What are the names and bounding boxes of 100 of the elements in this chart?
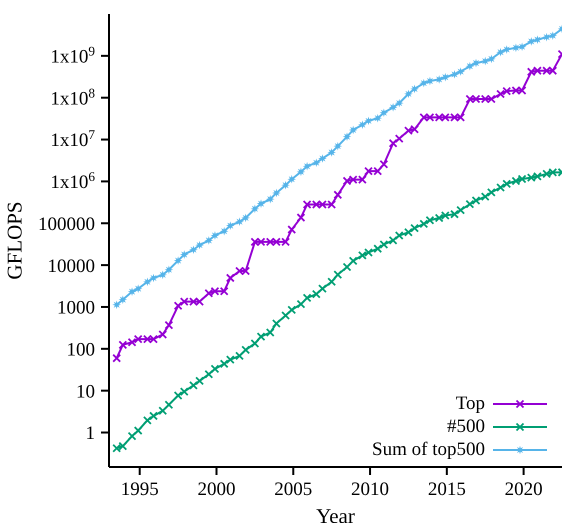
x-axis-title: Year	[316, 504, 355, 523]
point	[364, 116, 373, 126]
y-tick-label: 1000	[57, 298, 95, 319]
point	[358, 120, 367, 130]
point	[189, 380, 198, 390]
point	[394, 134, 404, 144]
point	[235, 217, 244, 226]
point	[518, 42, 526, 52]
point	[394, 98, 404, 108]
point	[496, 48, 505, 57]
point	[158, 330, 168, 339]
point	[302, 162, 312, 171]
point	[394, 231, 404, 240]
point	[164, 265, 174, 274]
point	[281, 180, 290, 190]
point	[512, 43, 520, 52]
point	[327, 277, 336, 286]
point	[318, 154, 327, 163]
point	[334, 142, 342, 150]
point	[143, 278, 152, 286]
legend-label: Sum of top500	[372, 438, 485, 461]
point	[210, 231, 220, 240]
point	[487, 54, 496, 64]
point	[302, 294, 312, 302]
point	[388, 138, 398, 148]
point	[226, 274, 235, 282]
point	[287, 174, 296, 184]
point	[480, 192, 490, 202]
point	[410, 224, 419, 233]
point	[256, 332, 266, 341]
point	[210, 364, 220, 374]
point	[149, 412, 158, 420]
point	[128, 287, 136, 296]
point	[226, 355, 235, 364]
y-tick-label: 100	[66, 339, 95, 360]
point	[342, 262, 352, 272]
y-tick-label: 10000	[48, 256, 95, 277]
x-tick-label: 2020	[504, 479, 543, 500]
point	[241, 214, 250, 222]
point	[466, 62, 474, 70]
point	[342, 132, 352, 141]
point	[542, 32, 551, 42]
point	[380, 108, 388, 118]
x-tick-label: 2010	[351, 479, 390, 500]
point	[272, 188, 281, 198]
point	[174, 301, 182, 310]
point	[195, 240, 204, 250]
point	[134, 284, 142, 293]
point	[142, 416, 152, 425]
point	[220, 359, 229, 368]
point	[158, 270, 168, 280]
point	[256, 199, 266, 208]
point	[149, 274, 158, 282]
y-tick-label: 10	[76, 381, 95, 402]
point	[180, 250, 189, 259]
point	[419, 78, 428, 88]
point	[266, 194, 275, 204]
y-axis-title: GFLOPS	[2, 201, 26, 280]
y-tick-label: 1x10$^{6}$	[50, 168, 96, 194]
point	[404, 228, 413, 237]
point	[180, 387, 189, 396]
point	[250, 204, 260, 214]
point	[118, 295, 128, 304]
point	[226, 221, 235, 230]
point	[410, 84, 419, 94]
point	[266, 328, 275, 337]
point	[174, 391, 182, 400]
point	[195, 376, 204, 386]
point	[204, 236, 214, 245]
point	[327, 148, 336, 157]
x-tick-label: 2000	[197, 479, 236, 500]
point	[287, 225, 296, 234]
point	[128, 432, 136, 440]
point	[250, 339, 260, 348]
point	[450, 70, 459, 79]
point	[379, 160, 388, 169]
point	[440, 72, 450, 82]
point	[158, 406, 168, 416]
point	[235, 351, 244, 360]
point	[189, 245, 198, 254]
point	[164, 320, 174, 330]
point	[388, 103, 398, 112]
point	[456, 67, 465, 76]
point	[287, 306, 296, 314]
point	[318, 284, 327, 294]
y-tick-label: 1x10$^{9}$	[50, 43, 96, 68]
point	[296, 213, 306, 222]
point	[480, 56, 490, 66]
x-tick-label: 2005	[274, 479, 312, 500]
point	[472, 58, 480, 68]
point	[456, 206, 466, 214]
point	[272, 319, 281, 328]
point	[348, 126, 358, 134]
point	[333, 190, 342, 200]
point	[388, 236, 398, 245]
y-tick-label: 100000	[38, 214, 95, 235]
point	[134, 426, 143, 435]
point	[348, 256, 358, 266]
point	[548, 31, 558, 40]
legend-label: #500	[447, 415, 485, 438]
